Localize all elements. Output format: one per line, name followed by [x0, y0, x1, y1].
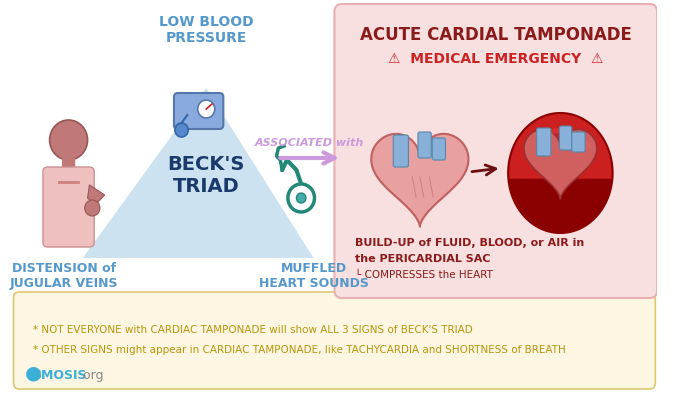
FancyBboxPatch shape	[572, 132, 585, 152]
Text: DISTENSION of
JUGULAR VEINS: DISTENSION of JUGULAR VEINS	[10, 262, 118, 290]
FancyBboxPatch shape	[418, 132, 431, 158]
FancyBboxPatch shape	[335, 4, 657, 298]
Circle shape	[175, 123, 188, 137]
Polygon shape	[88, 185, 105, 205]
Text: ASSOCIATED with: ASSOCIATED with	[255, 138, 364, 148]
FancyBboxPatch shape	[393, 135, 409, 167]
Text: LOW BLOOD
PRESSURE: LOW BLOOD PRESSURE	[159, 15, 254, 45]
FancyBboxPatch shape	[537, 128, 551, 156]
FancyBboxPatch shape	[174, 93, 223, 129]
Circle shape	[50, 120, 88, 160]
Polygon shape	[524, 130, 597, 199]
FancyBboxPatch shape	[14, 292, 656, 389]
Polygon shape	[508, 113, 613, 233]
Circle shape	[288, 184, 314, 212]
Text: .org: .org	[80, 369, 105, 382]
Text: * NOT EVERYONE with CARDIAC TAMPONADE will show ALL 3 SIGNS of BECK'S TRIAD: * NOT EVERYONE with CARDIAC TAMPONADE wi…	[33, 325, 473, 335]
Text: SMOSIS: SMOSIS	[33, 369, 87, 382]
Text: MUFFLED
HEART SOUNDS: MUFFLED HEART SOUNDS	[258, 262, 369, 290]
Circle shape	[198, 100, 215, 118]
Text: ⚠  MEDICAL EMERGENCY  ⚠: ⚠ MEDICAL EMERGENCY ⚠	[388, 52, 604, 66]
Polygon shape	[538, 128, 591, 149]
Text: BUILD-UP of FLUID, BLOOD, or AIR in: BUILD-UP of FLUID, BLOOD, or AIR in	[355, 238, 585, 248]
Text: └ COMPRESSES the HEART: └ COMPRESSES the HEART	[355, 270, 493, 280]
Polygon shape	[83, 88, 313, 258]
Text: the PERICARDIAL SAC: the PERICARDIAL SAC	[355, 254, 491, 264]
Text: * OTHER SIGNS might appear in CARDIAC TAMPONADE, like TACHYCARDIA and SHORTNESS : * OTHER SIGNS might appear in CARDIAC TA…	[33, 345, 565, 355]
Text: ●: ●	[25, 363, 42, 382]
Text: BECK'S
TRIAD: BECK'S TRIAD	[167, 154, 245, 196]
FancyBboxPatch shape	[560, 126, 572, 150]
Circle shape	[296, 193, 306, 203]
Polygon shape	[371, 134, 469, 226]
Circle shape	[85, 200, 100, 216]
Text: ACUTE CARDIAL TAMPONADE: ACUTE CARDIAL TAMPONADE	[360, 26, 632, 44]
FancyBboxPatch shape	[43, 167, 95, 247]
FancyBboxPatch shape	[62, 158, 75, 174]
Polygon shape	[508, 178, 613, 233]
FancyBboxPatch shape	[432, 138, 445, 160]
